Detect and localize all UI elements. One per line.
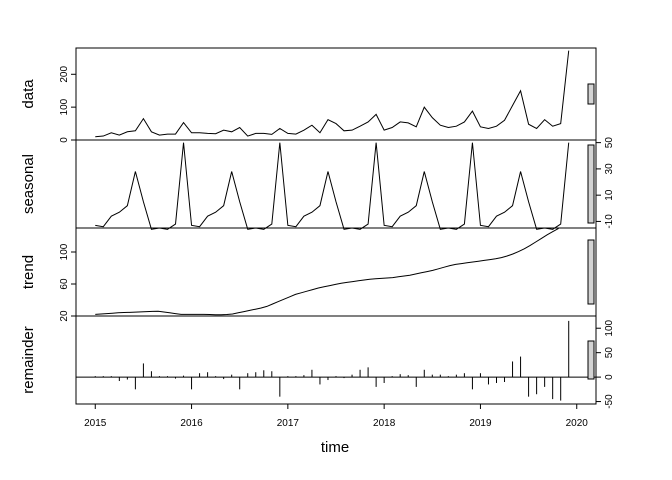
panel-label-remainder: remainder — [20, 326, 37, 394]
panel-label-seasonal: seasonal — [20, 154, 37, 214]
scale-bar-data — [587, 83, 595, 105]
series-line-trend — [95, 227, 559, 316]
y-tick-label-trend: 20 — [59, 310, 70, 322]
panel-seasonal: -10 10 30 50 seasonal — [20, 137, 615, 230]
y-tick-label-remainder: 100 — [604, 319, 615, 336]
x-tick-label: 2017 — [277, 418, 300, 429]
x-axis-title: time — [321, 439, 349, 456]
x-tick-label: 2019 — [469, 418, 492, 429]
x-tick-label: 2015 — [84, 418, 107, 429]
x-axis: 2015 2016 2017 2018 2019 2020 — [84, 404, 588, 429]
y-tick-label-data: 200 — [59, 66, 70, 83]
y-tick-label-remainder: -50 — [604, 394, 615, 409]
panel-label-trend: trend — [20, 255, 37, 289]
scale-bar-seasonal — [587, 144, 595, 224]
y-tick-label-data: 0 — [59, 137, 70, 143]
y-tick-label-seasonal: 50 — [604, 137, 615, 149]
panels-group: 0 100 200 data -10 10 30 50 seasonal 20 60 100 trend… — [20, 47, 615, 409]
panel-label-data: data — [20, 79, 37, 109]
y-tick-label-seasonal: 10 — [604, 189, 615, 201]
y-tick-label-trend: 60 — [59, 278, 70, 290]
x-tick-label: 2016 — [180, 418, 203, 429]
y-tick-label-remainder: 0 — [604, 374, 615, 380]
panel-trend: 20 60 100 trend — [20, 227, 597, 322]
panel-data: 0 100 200 data — [20, 47, 597, 143]
panel-frame-remainder — [75, 315, 597, 405]
panel-remainder: -50 0 50 100 remainder — [20, 315, 615, 409]
y-tick-label-remainder: 50 — [604, 347, 615, 359]
series-line-data — [95, 50, 570, 138]
scale-bar-trend — [587, 239, 595, 305]
y-tick-label-trend: 100 — [59, 243, 70, 260]
scale-bar-remainder — [587, 340, 595, 380]
y-tick-label-data: 100 — [59, 98, 70, 115]
y-tick-label-seasonal: -10 — [604, 214, 615, 229]
panel-frame-trend — [75, 227, 597, 317]
series-line-seasonal — [95, 142, 570, 230]
y-tick-label-seasonal: 30 — [604, 163, 615, 175]
panel-frame-data — [75, 47, 597, 141]
x-tick-label: 2020 — [566, 418, 589, 429]
x-tick-label: 2018 — [373, 418, 396, 429]
